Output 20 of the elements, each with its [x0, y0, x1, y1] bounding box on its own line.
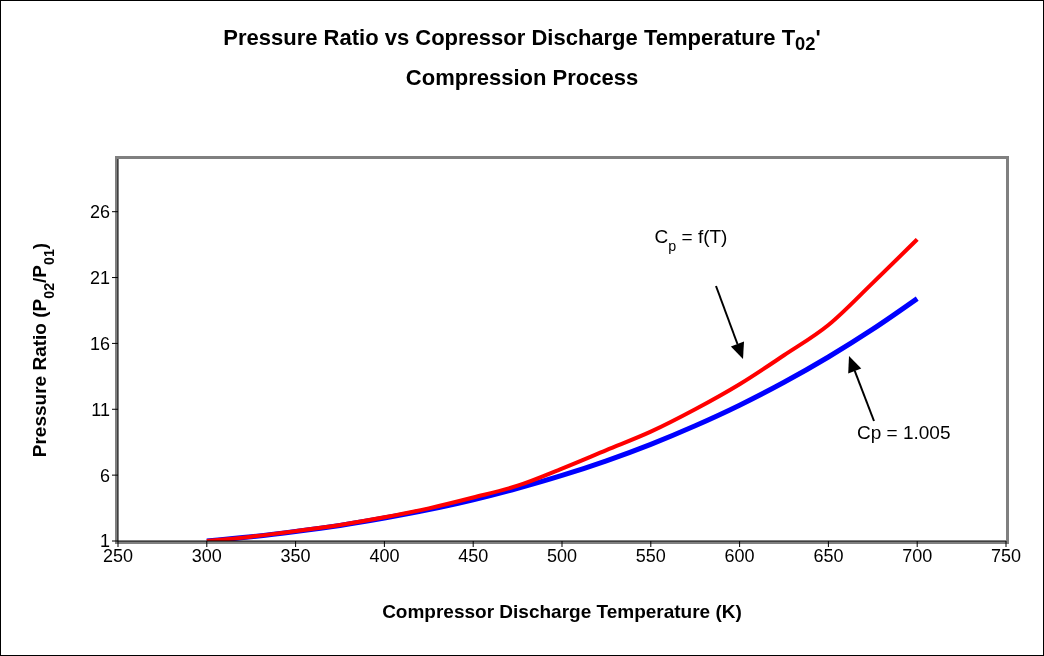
y-tick-label: 16	[89, 333, 110, 354]
annotation: Cp = 1.005	[857, 422, 951, 443]
x-tick-label: 700	[902, 545, 933, 566]
x-tick-label: 450	[458, 545, 489, 566]
x-axis-title: Compressor Discharge Temperature (K)	[382, 601, 742, 622]
y-tick-label: 11	[91, 399, 110, 420]
y-tick-label: 26	[89, 202, 110, 223]
chart-subtitle: Compression Process	[404, 64, 640, 93]
x-tick-label: 550	[635, 545, 666, 566]
x-tick-label: 300	[191, 545, 222, 566]
x-tick-label: 650	[813, 545, 844, 566]
y-tick-label: 21	[89, 267, 110, 288]
annotation: C$_{p}$ = f(T)	[654, 226, 728, 254]
y-tick-label: 6	[99, 465, 110, 486]
x-tick-label: 350	[280, 545, 311, 566]
x-tick-label: 500	[546, 545, 578, 566]
x-tick-label: 750	[990, 545, 1022, 566]
chart-title: Pressure Ratio vs Copressor Discharge Temperature T$_{02}$'	[222, 24, 822, 57]
x-tick-label: 600	[724, 545, 755, 566]
x-tick-label: 400	[369, 545, 400, 566]
